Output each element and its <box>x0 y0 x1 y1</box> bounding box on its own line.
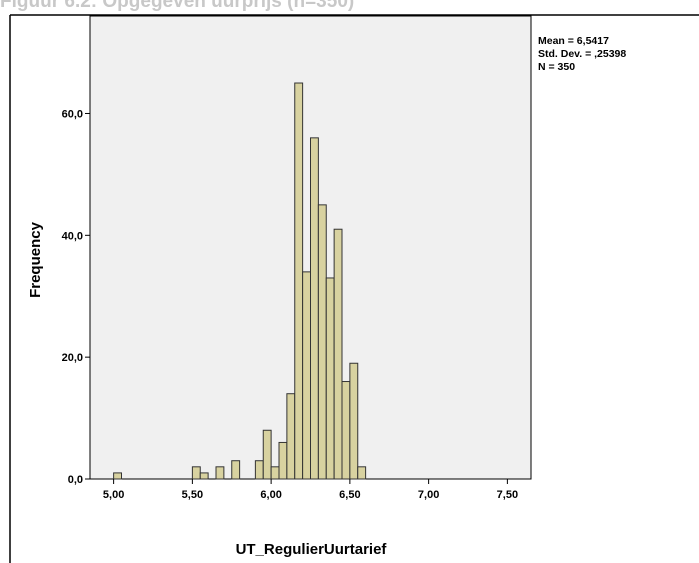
histogram-bar <box>317 204 327 480</box>
histogram-bar <box>349 362 359 480</box>
stats-n: N = 350 <box>538 61 575 73</box>
y-tick-label: 60,0 <box>62 108 83 120</box>
histogram-bar <box>325 277 335 480</box>
y-axis-ticks: 0,0 20,0 40,0 60,0 <box>62 108 90 486</box>
x-axis-ticks: 5,00 5,50 6,00 6,50 7,00 7,50 <box>103 479 518 501</box>
x-axis-title: UT_RegulierUurtarief <box>236 541 388 558</box>
x-tick-label: 6,50 <box>339 489 360 501</box>
histogram-bar <box>262 429 272 480</box>
y-axis-title: Frequency <box>27 221 44 298</box>
histogram-bar <box>215 466 225 480</box>
histogram-bar <box>294 82 304 480</box>
y-tick-label: 20,0 <box>62 352 83 364</box>
stats-std: Std. Dev. = ,25398 <box>538 48 626 60</box>
x-tick-label: 7,50 <box>497 489 518 501</box>
histogram-bar <box>231 460 241 480</box>
histogram-bar <box>278 441 288 480</box>
histogram-bar <box>270 466 280 480</box>
y-tick-label: 0,0 <box>68 474 83 486</box>
x-tick-label: 7,00 <box>418 489 439 501</box>
histogram-bar <box>302 271 311 480</box>
x-tick-label: 5,50 <box>182 489 203 501</box>
histogram-bar <box>113 472 122 480</box>
x-tick-label: 6,00 <box>260 489 281 501</box>
histogram-bar <box>333 228 343 480</box>
histogram-bar <box>341 381 351 480</box>
figure-caption: Figuur 6.2: Opgegeven uurprijs (n=350) <box>0 0 355 12</box>
histogram-bar <box>199 472 209 480</box>
x-tick-label: 5,00 <box>103 489 124 501</box>
histogram-bar <box>191 466 201 480</box>
histogram-bar <box>254 460 264 480</box>
y-tick-label: 40,0 <box>62 230 83 242</box>
histogram-bar <box>357 466 367 480</box>
histogram-bars <box>113 82 367 480</box>
histogram-bar <box>286 393 296 480</box>
histogram-bar <box>310 137 319 480</box>
stats-mean: Mean = 6,5417 <box>538 35 609 47</box>
